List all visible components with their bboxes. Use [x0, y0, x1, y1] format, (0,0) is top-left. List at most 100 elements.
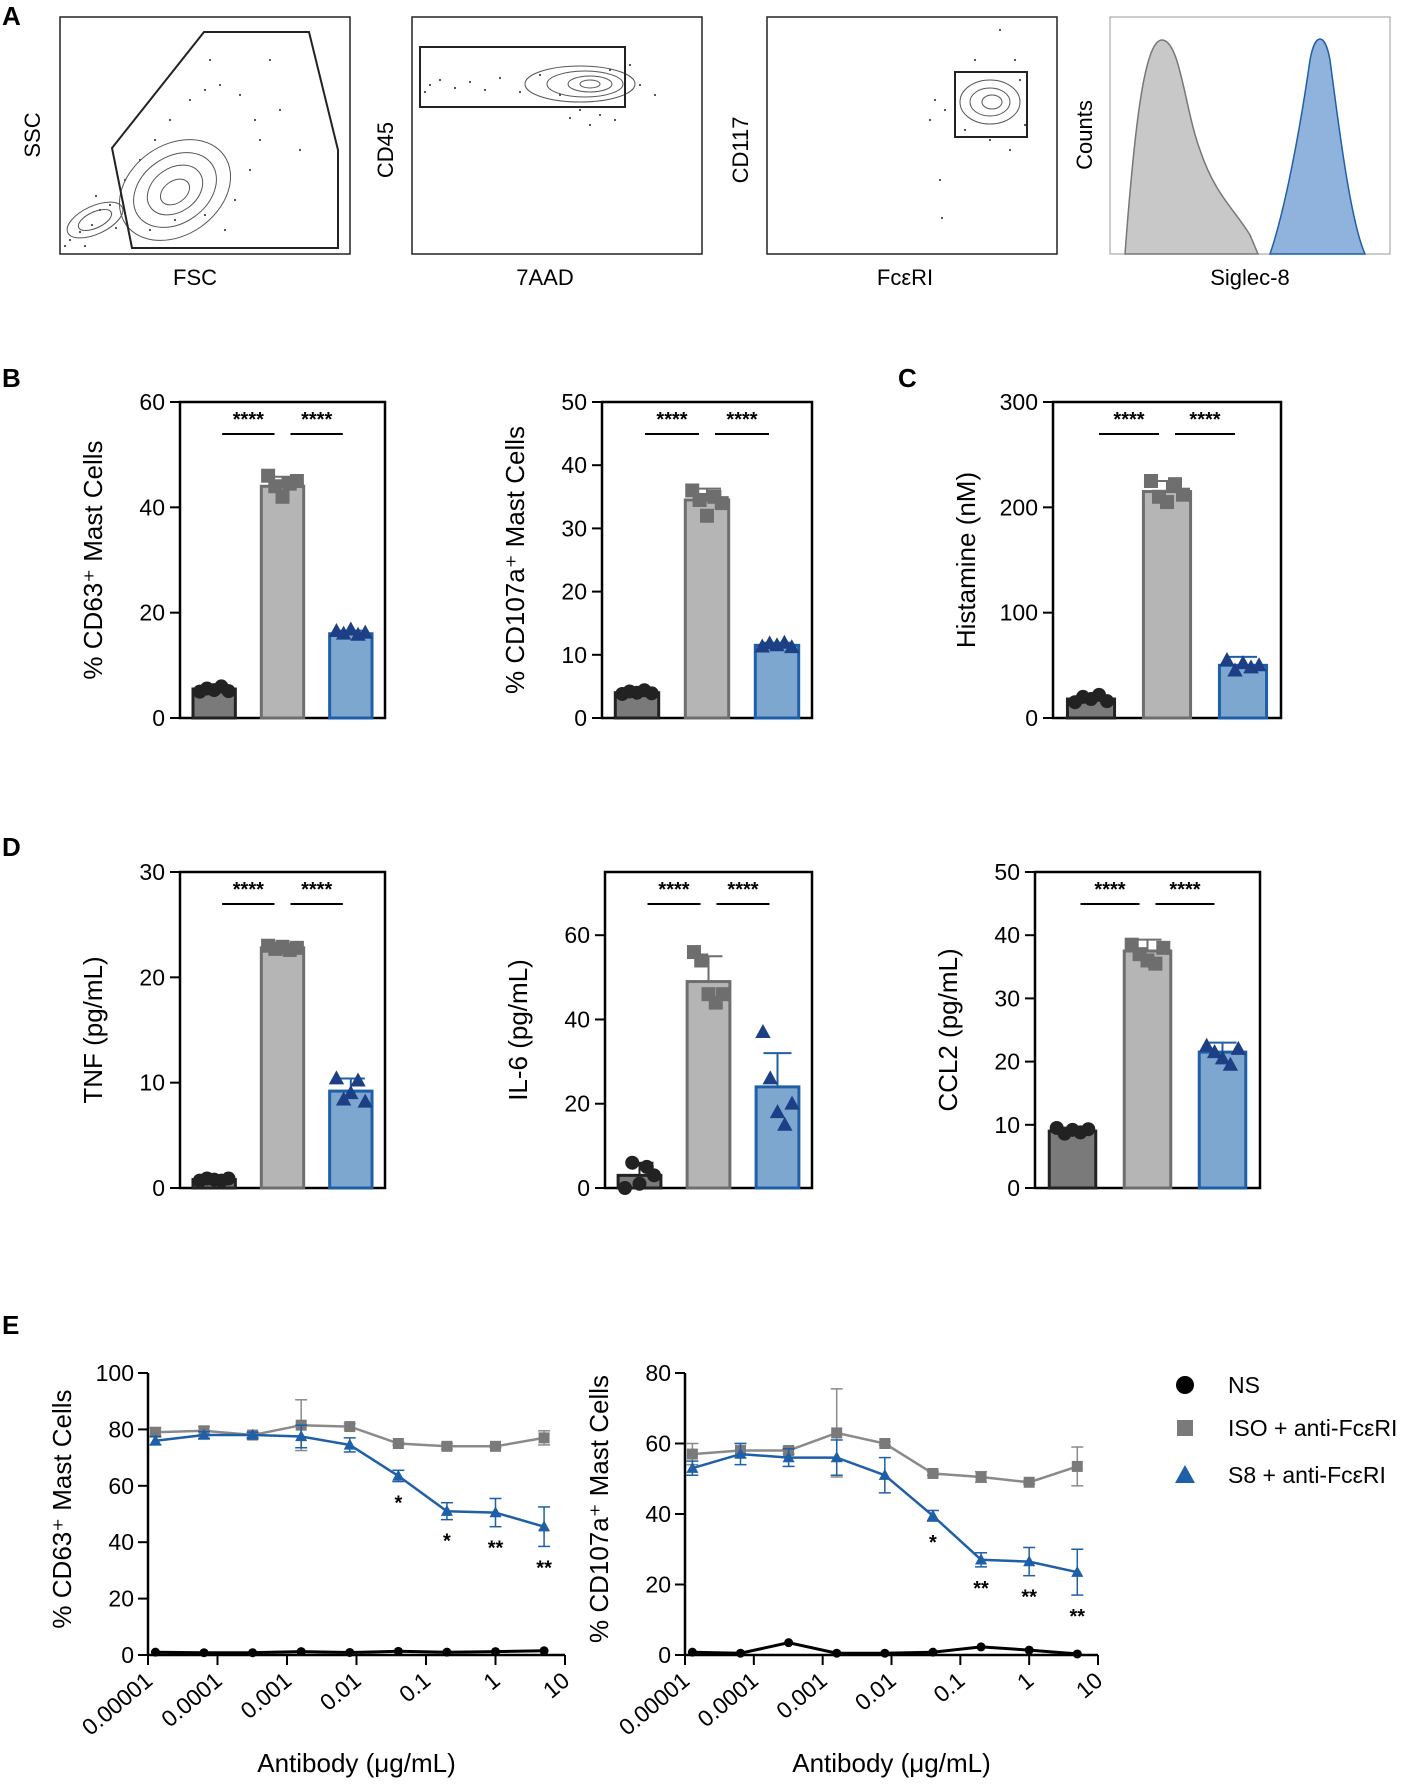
y-tick-label: 30 [139, 859, 165, 885]
data-point [692, 492, 707, 507]
flow-dots [424, 64, 656, 126]
data-point [644, 686, 659, 701]
data-point [700, 508, 714, 523]
bar [683, 498, 731, 720]
data-point [782, 1451, 795, 1463]
data-point [832, 1648, 842, 1658]
data-point [539, 1646, 549, 1656]
x-axis-label: Antibody (μg/mL) [792, 1748, 991, 1778]
flow-xlabel: Siglec-8 [1210, 265, 1289, 290]
data-point [1235, 655, 1251, 670]
data-point [221, 684, 236, 699]
y-tick-label: 40 [564, 1006, 590, 1032]
data-point [878, 1468, 891, 1480]
data-point [345, 1647, 355, 1657]
data-point [1071, 1565, 1084, 1577]
data-point [1148, 956, 1163, 971]
bar-chart-cd63: 0 20 40 60 % CD63⁺ Mast Cells **** **** [78, 389, 387, 731]
data-point [357, 624, 373, 639]
data-point [357, 1093, 373, 1108]
y-axis-label: TNF (pg/mL) [78, 956, 108, 1103]
flow-frame [766, 16, 1058, 255]
x-axis-label: Antibody (μg/mL) [257, 1748, 456, 1778]
data-point [625, 1155, 640, 1170]
data-point [880, 1648, 890, 1658]
data-point [248, 1648, 258, 1658]
data-point [296, 1647, 306, 1657]
significance-label: **** [233, 409, 264, 431]
y-tick-label: 60 [108, 1473, 134, 1499]
data-point [489, 1506, 502, 1518]
data-point [830, 1451, 843, 1463]
x-tick-label: 0.0001 [692, 1667, 763, 1732]
bar-chart-cd107a: 0 10 20 30 40 50 % CD107a⁺ Mast Cells **** **** [500, 389, 814, 731]
significance-label: **** [656, 409, 687, 431]
x-tick-label: 0.001 [771, 1667, 832, 1724]
data-point [1230, 1040, 1247, 1055]
y-axis-label: CCL2 (pg/mL) [933, 948, 963, 1111]
bar-chart-ccl2: 0 10 20 30 40 50 CCL2 (pg/mL) **** **** [933, 859, 1262, 1201]
data-point [694, 953, 709, 968]
significance-label: **** [1169, 879, 1200, 901]
x-tick-label: 0.001 [235, 1667, 296, 1724]
data-point [221, 1171, 236, 1186]
y-tick-label: 40 [645, 1501, 671, 1527]
x-tick-label: 1 [1012, 1667, 1039, 1695]
data-point [927, 1467, 939, 1479]
legend: NS ISO + anti-FcεRI S8 + anti-FcεRI [1175, 1372, 1397, 1488]
significance-label: **** [301, 409, 332, 431]
data-point [776, 634, 793, 649]
y-axis-label: % CD107a⁺ Mast Cells [500, 426, 530, 694]
y-tick-label: 20 [564, 1091, 590, 1117]
y-axis-label: % CD63⁺ Mast Cells [47, 1389, 77, 1628]
y-tick-label: 10 [994, 1112, 1020, 1138]
flow-gate [419, 46, 626, 108]
flow-ylabel: Counts [1072, 100, 1097, 170]
significance-label: **** [727, 879, 758, 901]
data-point [716, 987, 731, 1002]
y-tick-label: 40 [561, 452, 587, 478]
data-point [784, 1638, 794, 1648]
significance-label: * [929, 1532, 937, 1554]
data-point [538, 1520, 551, 1532]
x-tick-label: 10 [538, 1667, 574, 1703]
x-tick-label: 0.1 [928, 1667, 969, 1707]
x-tick-label: 0.01 [850, 1667, 901, 1716]
flow-gate [110, 31, 339, 249]
y-tick-label: 20 [645, 1572, 671, 1598]
significance-label: **** [1189, 409, 1220, 431]
significance-label: ** [488, 1538, 504, 1560]
data-point [769, 1104, 786, 1119]
y-tick-label: 0 [152, 1175, 165, 1201]
data-point [784, 639, 800, 654]
panel-letter-b: B [2, 363, 21, 393]
data-point [261, 468, 276, 483]
data-point [975, 1471, 987, 1483]
data-point [735, 1648, 745, 1658]
flow-ylabel: CD45 [373, 122, 398, 178]
bar [259, 946, 306, 1190]
y-axis-label: Histamine (nM) [951, 472, 981, 648]
x-tick-label: 0.01 [315, 1667, 366, 1716]
data-point [647, 1168, 662, 1183]
bar [685, 980, 732, 1190]
data-point [1227, 662, 1243, 677]
flow-plot-fsc-ssc: FSC SSC [20, 16, 351, 290]
y-tick-label: 40 [108, 1529, 134, 1555]
data-point [149, 1426, 161, 1438]
data-point [1081, 1122, 1096, 1137]
x-tick-label: 0.00001 [614, 1667, 694, 1740]
data-point [784, 1095, 800, 1110]
bar [1047, 1129, 1098, 1190]
legend-marker-circle [1176, 1376, 1194, 1394]
y-tick-label: 0 [121, 1642, 134, 1668]
data-point [1156, 940, 1171, 955]
panel-letter-a: A [2, 1, 21, 31]
data-point [350, 1072, 366, 1087]
legend-label-iso: ISO + anti-FcεRI [1228, 1415, 1397, 1441]
y-tick-label: 0 [658, 1642, 671, 1668]
y-tick-label: 80 [645, 1360, 671, 1386]
data-point [762, 1070, 778, 1085]
panel-letter-e: E [2, 1310, 19, 1340]
x-tick-label: 0.00001 [77, 1667, 157, 1740]
